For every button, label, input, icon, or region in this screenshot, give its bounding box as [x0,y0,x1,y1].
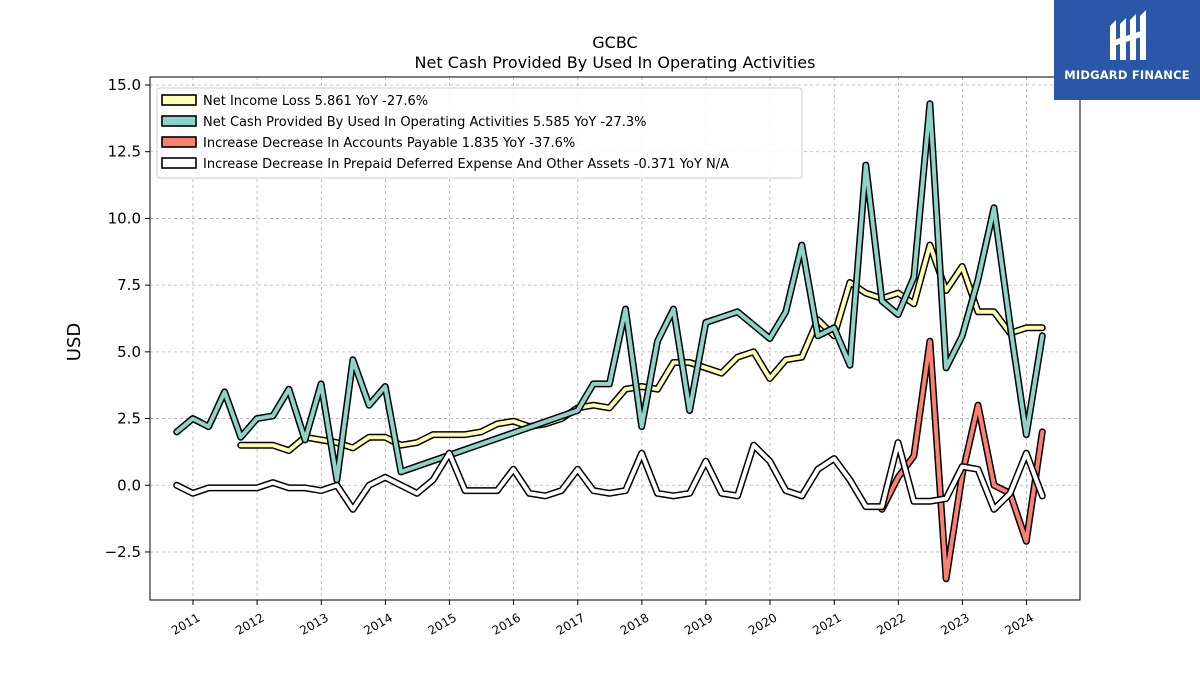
series-line [238,243,1045,453]
y-tick-label: 2.5 [117,410,141,428]
y-tick-label: 12.5 [108,143,141,161]
legend-entry: Net Income Loss 5.861 YoY -27.6% [203,94,428,109]
y-tick-label: 0.0 [117,476,141,494]
series-3 [173,439,1046,513]
legend-entry: Increase Decrease In Prepaid Deferred Ex… [203,157,729,172]
y-tick-label: 5.0 [117,343,141,361]
x-tick-label: 2016 [490,610,523,637]
legend: Net Income Loss 5.861 YoY -27.6% Net Cash… [156,87,803,179]
series-line [174,101,1045,482]
x-tick-label: 2011 [169,610,202,637]
chart-title: GCBC [592,33,637,52]
x-tick-label: 2020 [746,610,779,637]
x-tick-label: 2021 [810,610,843,637]
y-tick-label: 7.5 [117,276,141,294]
x-tick-label: 2015 [426,610,459,637]
x-tick-label: 2014 [361,610,394,637]
series-1 [173,100,1046,484]
chart-subtitle: Net Cash Provided By Used In Operating A… [415,53,816,72]
brand-name: MIDGARD FINANCE [1064,68,1190,82]
y-axis-label: USD [64,323,85,361]
y-tick-label: −2.5 [105,543,141,561]
series-line [174,440,1045,512]
brand-logo: MIDGARD FINANCE [1054,0,1200,100]
x-tick-label: 2019 [682,610,715,637]
x-tick-label: 2024 [1003,610,1036,637]
legend-swatch [161,157,197,169]
legend-swatch [161,94,197,106]
y-tick-label: 10.0 [108,209,141,227]
legend-swatch [161,136,197,148]
series-0 [237,241,1046,455]
legend-entry: Net Cash Provided By Used In Operating A… [203,115,646,130]
series-line [880,339,1045,581]
legend-swatch [161,115,197,127]
series-2 [878,337,1046,583]
legend-entry: Increase Decrease In Accounts Payable 1.… [203,136,575,151]
plot-frame [149,76,1081,601]
x-tick-label: 2023 [938,610,971,637]
x-tick-label: 2022 [874,610,907,637]
x-tick-label: 2013 [297,610,330,637]
x-tick-label: 2018 [618,610,651,637]
x-tick-label: 2012 [233,610,266,637]
y-tick-label: 15.0 [108,76,141,94]
midgard-finance-logo-icon [1110,10,1146,60]
x-tick-label: 2017 [554,610,587,637]
legend-box [156,87,803,179]
